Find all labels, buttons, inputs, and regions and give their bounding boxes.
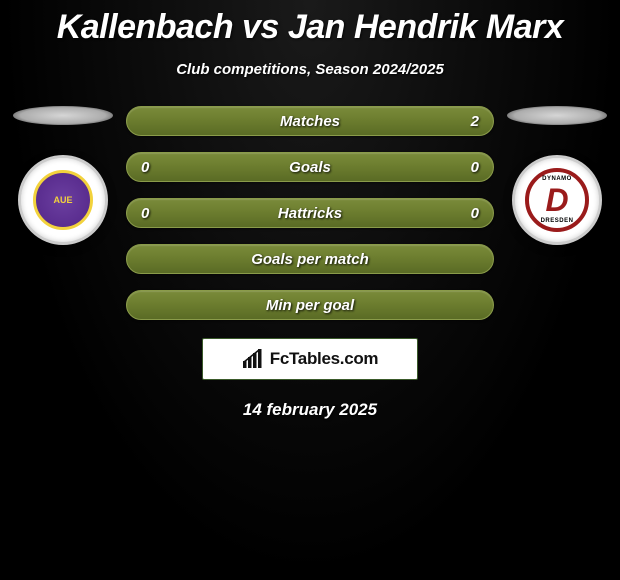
bar-chart-icon xyxy=(242,349,264,369)
right-player-col: DYNAMO D DRESDEN xyxy=(502,106,612,245)
crest-left-text: AUE xyxy=(53,196,72,205)
stat-right-value: 0 xyxy=(471,205,479,222)
player-silhouette-right xyxy=(507,106,607,125)
brand-watermark: FcTables.com xyxy=(202,338,418,380)
page-subtitle: Club competitions, Season 2024/2025 xyxy=(0,61,620,78)
stat-column: Matches 2 0 Goals 0 0 Hattricks 0 Goals … xyxy=(118,106,502,320)
left-player-col: AUE xyxy=(8,106,118,245)
page-title: Kallenbach vs Jan Hendrik Marx xyxy=(0,8,620,47)
right-club-crest: DYNAMO D DRESDEN xyxy=(512,155,602,245)
crest-right-bottom: DRESDEN xyxy=(541,218,574,224)
stat-row-hattricks: 0 Hattricks 0 xyxy=(126,198,494,228)
stat-right-value: 0 xyxy=(471,159,479,176)
stat-right-value: 2 xyxy=(471,113,479,130)
stat-label: Hattricks xyxy=(278,205,342,222)
stat-row-min-per-goal: Min per goal xyxy=(126,290,494,320)
crest-right-top: DYNAMO xyxy=(542,176,572,182)
stat-row-matches: Matches 2 xyxy=(126,106,494,136)
comparison-layout: AUE Matches 2 0 Goals 0 0 Hattricks 0 xyxy=(0,106,620,320)
date-line: 14 february 2025 xyxy=(0,400,620,420)
left-club-crest: AUE xyxy=(18,155,108,245)
stat-left-value: 0 xyxy=(141,159,149,176)
dynamo-badge-icon: DYNAMO D DRESDEN xyxy=(525,168,589,232)
stat-left-value: 0 xyxy=(141,205,149,222)
stat-label: Matches xyxy=(280,113,340,130)
stat-label: Min per goal xyxy=(266,297,354,314)
stat-label: Goals xyxy=(289,159,331,176)
brand-text: FcTables.com xyxy=(270,349,379,369)
player-silhouette-left xyxy=(13,106,113,125)
stat-row-goals: 0 Goals 0 xyxy=(126,152,494,182)
erzgebirge-badge-icon: AUE xyxy=(33,170,93,230)
crest-right-letter: D xyxy=(545,184,568,216)
stat-label: Goals per match xyxy=(251,251,369,268)
stat-row-goals-per-match: Goals per match xyxy=(126,244,494,274)
page-root: Kallenbach vs Jan Hendrik Marx Club comp… xyxy=(0,0,620,420)
